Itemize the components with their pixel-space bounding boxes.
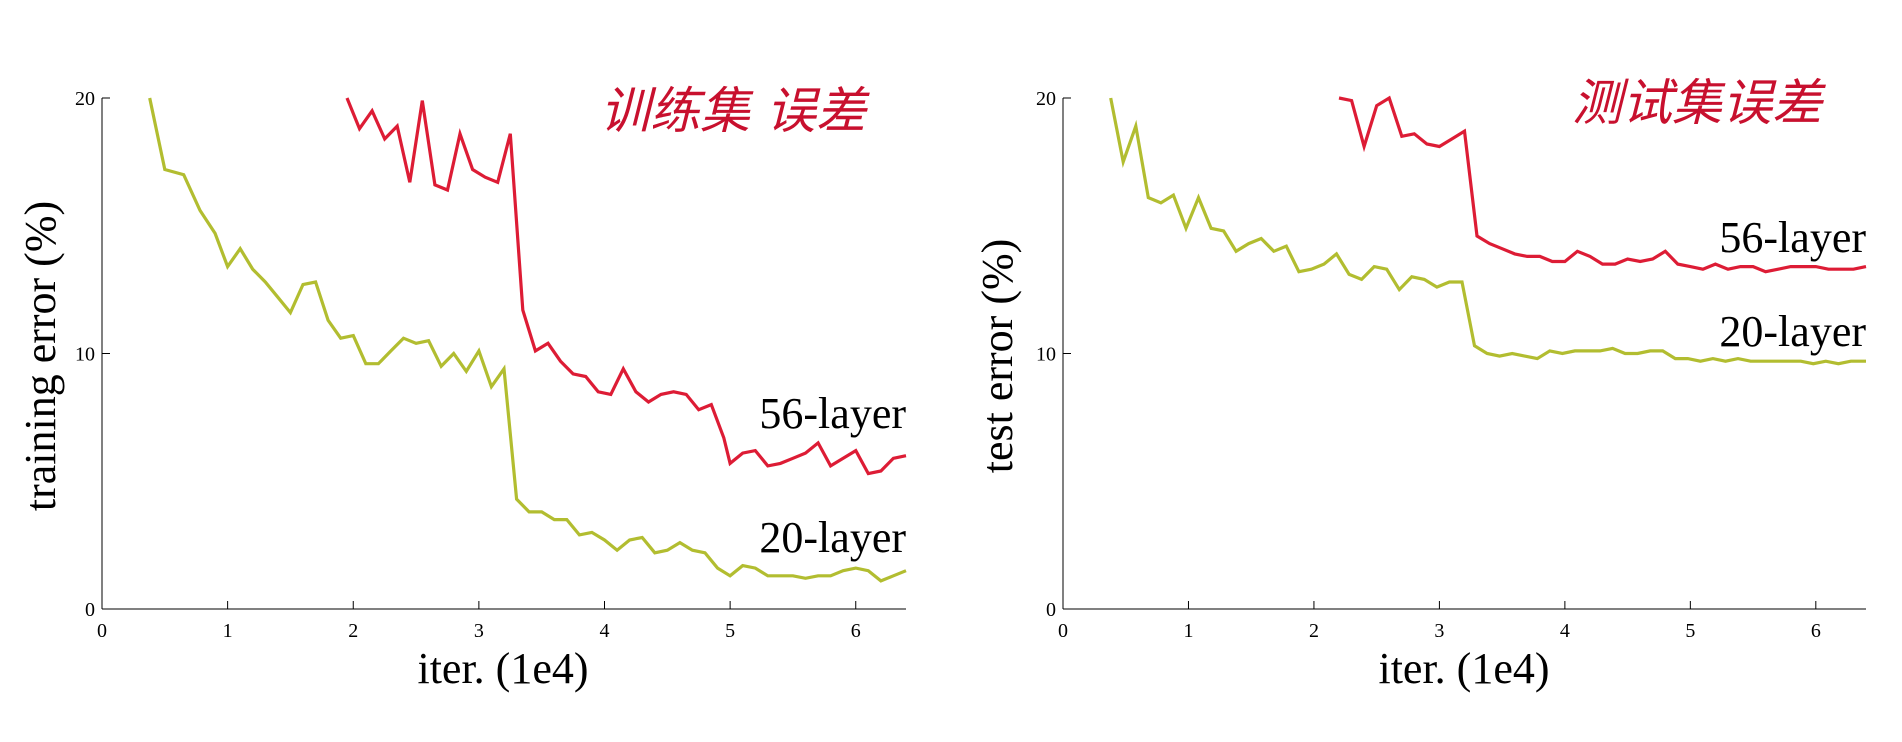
- y-tick-label: 20: [1036, 88, 1056, 110]
- x-tick-label: 0: [97, 620, 107, 642]
- series-label-20-layer: 20-layer: [759, 513, 906, 562]
- handwritten-annotation: 训练集 误差: [600, 82, 870, 140]
- series-label-56-layer: 56-layer: [759, 389, 906, 438]
- series-lines: [1109, 95, 1867, 366]
- x-tick-label: 4: [1560, 620, 1570, 642]
- x-tick-label: 4: [600, 620, 610, 642]
- x-ticks: 0 1 2 3 4 5 6: [1058, 601, 1821, 642]
- x-tick-label: 6: [851, 620, 861, 642]
- y-tick-label: 10: [75, 344, 95, 366]
- x-tick-label: 5: [725, 620, 735, 642]
- x-axis-label: iter. (1e4): [417, 644, 588, 693]
- y-tick-label: 0: [85, 599, 95, 621]
- test-error-chart: 0 10 20 0 1 2 3 4 5 6 test error (%) iter. (1e4)…: [973, 74, 1866, 693]
- y-ticks: 0 10 20: [1036, 88, 1071, 621]
- x-tick-label: 0: [1058, 620, 1068, 642]
- series-label-20-layer: 20-layer: [1719, 307, 1866, 356]
- x-tick-label: 6: [1811, 620, 1821, 642]
- y-ticks: 0 10 20: [75, 88, 110, 621]
- series-line-56-layer: [1338, 95, 1867, 274]
- x-tick-label: 2: [1309, 620, 1319, 642]
- series-line-20-layer: [148, 97, 907, 583]
- x-tick-label: 3: [474, 620, 484, 642]
- series-line-56-layer: [345, 97, 907, 476]
- series-lines: [148, 97, 907, 583]
- x-axis-label: iter. (1e4): [1378, 644, 1549, 693]
- handwritten-annotation: 测试集误差: [1572, 74, 1826, 132]
- y-tick-label: 20: [75, 88, 95, 110]
- y-axis-label: test error (%): [973, 239, 1022, 474]
- x-ticks: 0 1 2 3 4 5 6: [97, 601, 861, 642]
- series-label-56-layer: 56-layer: [1719, 213, 1866, 262]
- x-tick-label: 3: [1434, 620, 1444, 642]
- training-error-chart: 0 10 20 0 1 2 3 4 5 6 training error (%) iter. (…: [16, 82, 907, 693]
- y-axis-label: training error (%): [16, 201, 65, 511]
- y-tick-label: 0: [1046, 599, 1056, 621]
- series-line-20-layer: [1109, 97, 1866, 366]
- x-tick-label: 1: [223, 620, 233, 642]
- x-tick-label: 2: [348, 620, 358, 642]
- x-tick-label: 5: [1685, 620, 1695, 642]
- x-tick-label: 1: [1183, 620, 1193, 642]
- y-tick-label: 10: [1036, 344, 1056, 366]
